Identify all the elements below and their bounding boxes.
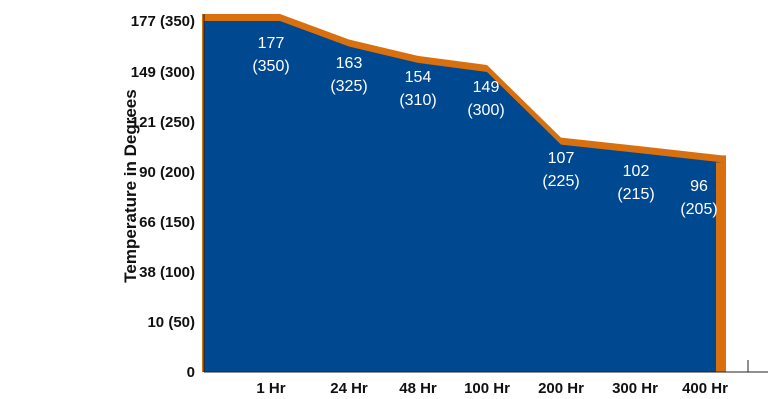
y-axis-label: Temperature in Degrees [121,89,140,282]
x-tick-label: 48 Hr [399,380,437,397]
data-label-value: 102 [623,163,650,180]
data-label-secondary: (310) [399,92,436,109]
data-label-secondary: (350) [252,58,289,75]
data-label-secondary: (225) [542,173,579,190]
data-label: 163 (325) [330,55,367,95]
data-label-value: 163 [336,55,363,72]
data-label-value: 149 [473,79,500,96]
y-tick-label: 149 (300) [131,64,195,81]
data-label-secondary: (215) [617,186,654,203]
data-label: 96 (205) [680,178,717,218]
y-tick-label: 90 (200) [139,164,195,181]
data-label-secondary: (300) [467,102,504,119]
x-tick-label: 300 Hr [612,380,658,397]
data-label-secondary: (205) [680,201,717,218]
x-tick-label: 400 Hr [682,380,728,397]
data-label: 149 (300) [467,79,504,119]
x-tick-label: 200 Hr [538,380,584,397]
y-tick-label: 10 (50) [147,314,195,331]
data-label: 107 (225) [542,150,579,190]
y-tick-label: 0 [187,364,195,381]
y-tick-label: 38 (100) [139,264,195,281]
x-tick-label: 100 Hr [464,380,510,397]
x-tick-label: 1 Hr [256,380,285,397]
x-tick-label: 24 Hr [330,380,368,397]
y-tick-label: 66 (150) [139,214,195,231]
y-tick-label: 177 (350) [131,13,195,30]
data-label-value: 107 [548,150,575,167]
data-label-value: 96 [690,178,708,195]
data-label: 177 (350) [252,35,289,75]
data-label: 102 (215) [617,163,654,203]
area-fill [204,21,724,372]
data-label-secondary: (325) [330,78,367,95]
data-label-value: 177 [258,35,285,52]
y-tick-label: 121 (250) [131,114,195,131]
data-label-value: 154 [405,69,432,86]
data-label: 154 (310) [399,69,436,109]
